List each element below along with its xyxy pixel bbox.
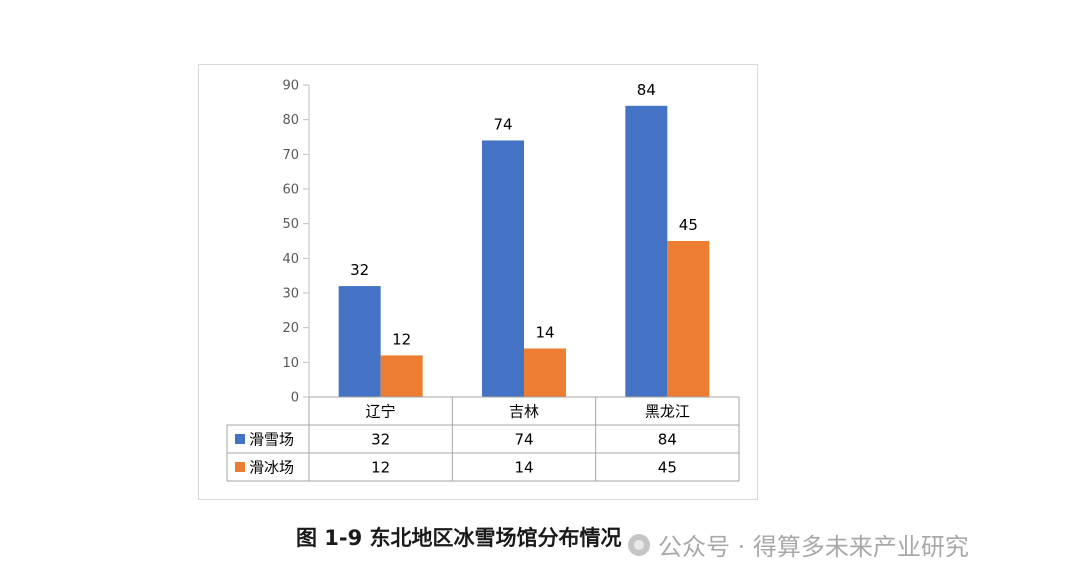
bar-滑雪场-黑龙江: [625, 105, 668, 398]
y-tick-label: 50: [282, 217, 299, 232]
category-label: 黑龙江: [645, 403, 690, 421]
legend-label: 滑冰场: [249, 459, 294, 477]
y-tick-label: 30: [282, 287, 299, 302]
wechat-icon: [628, 533, 650, 556]
y-tick-label: 90: [282, 79, 299, 94]
data-label: 12: [392, 330, 411, 348]
data-label: 32: [350, 261, 369, 279]
y-tick-label: 70: [282, 148, 299, 163]
bar-滑雪场-吉林: [482, 140, 524, 397]
y-tick-label: 10: [282, 356, 299, 371]
data-label: 45: [679, 216, 698, 234]
watermark: 公众号 · 得算多未来产业研究: [628, 527, 969, 562]
chart-frame: 0 10 20 30 40 50 60 70 80 90 32 12 74 14 84 45 辽宁 吉林 黑龙江滑雪…: [198, 64, 758, 500]
bar-滑雪场-辽宁: [338, 286, 381, 397]
bar-chart: 0 10 20 30 40 50 60 70 80 90 32 12 74 14 84 45 辽宁 吉林 黑龙江滑雪…: [226, 79, 740, 482]
figure-caption: 图 1-9 东北地区冰雪场馆分布情况: [296, 526, 622, 550]
y-tick-label: 40: [282, 252, 299, 267]
y-tick-label: 20: [282, 321, 299, 336]
y-tick-label: 0: [291, 391, 299, 406]
legend-label: 滑雪场: [249, 431, 294, 449]
data-label: 74: [493, 115, 512, 133]
y-tick-label: 80: [282, 113, 299, 128]
table-cell-value: 74: [514, 431, 533, 449]
table-cell-value: 12: [371, 459, 390, 477]
table-cell-value: 32: [371, 431, 390, 449]
table-cell-value: 84: [658, 431, 677, 449]
legend-swatch-滑冰场: [235, 462, 245, 472]
watermark-text: 公众号 · 得算多未来产业研究: [658, 533, 969, 561]
table-cell-value: 45: [658, 459, 677, 477]
bar-滑冰场-黑龙江: [667, 241, 710, 397]
data-label: 84: [637, 81, 656, 99]
data-label: 14: [535, 323, 554, 341]
legend-swatch-滑雪场: [235, 434, 245, 444]
y-tick-label: 60: [282, 183, 299, 198]
category-label: 辽宁: [366, 403, 396, 421]
table-cell-value: 14: [514, 459, 533, 477]
bar-滑冰场-吉林: [524, 348, 566, 397]
category-label: 吉林: [509, 403, 539, 421]
bar-滑冰场-辽宁: [380, 355, 423, 397]
